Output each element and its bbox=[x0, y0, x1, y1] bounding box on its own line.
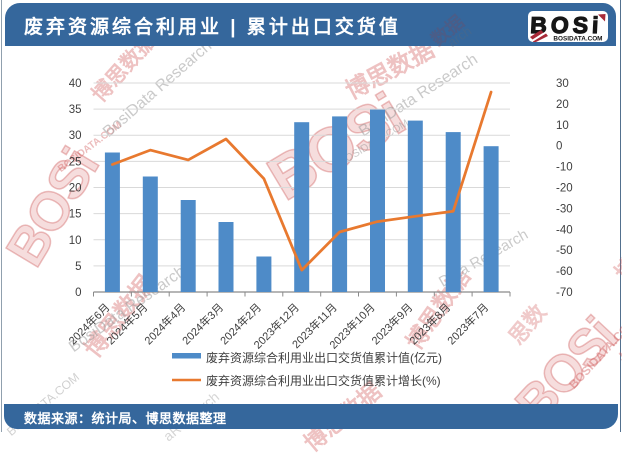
svg-text:-40: -40 bbox=[556, 224, 573, 236]
svg-text:30: 30 bbox=[556, 78, 569, 90]
svg-text:-10: -10 bbox=[556, 162, 573, 174]
svg-text:15: 15 bbox=[69, 209, 82, 221]
svg-text:BOSi: BOSi bbox=[530, 12, 604, 38]
svg-text:废弃资源综合利用业出口交货值累计增长(%): 废弃资源综合利用业出口交货值累计增长(%) bbox=[206, 373, 441, 388]
svg-text:5: 5 bbox=[75, 261, 81, 273]
svg-text:20: 20 bbox=[69, 183, 82, 195]
svg-text:30: 30 bbox=[69, 130, 82, 142]
svg-text:0: 0 bbox=[556, 141, 562, 153]
svg-text:35: 35 bbox=[69, 104, 82, 116]
svg-text:10: 10 bbox=[556, 120, 569, 132]
svg-text:0: 0 bbox=[75, 287, 81, 299]
svg-text:BOSIDATA.COM: BOSIDATA.COM bbox=[553, 36, 602, 43]
svg-text:-50: -50 bbox=[556, 245, 573, 257]
svg-text:-70: -70 bbox=[556, 287, 573, 299]
svg-text:2023年7月: 2023年7月 bbox=[444, 300, 491, 347]
svg-text:废弃资源综合利用业出口交货值累计值(亿元): 废弃资源综合利用业出口交货值累计值(亿元) bbox=[206, 350, 442, 365]
svg-text:-20: -20 bbox=[556, 183, 573, 195]
svg-text:-30: -30 bbox=[556, 203, 573, 215]
svg-text:10: 10 bbox=[69, 235, 82, 247]
svg-text:-60: -60 bbox=[556, 266, 573, 278]
svg-text:40: 40 bbox=[69, 78, 82, 90]
svg-text:20: 20 bbox=[556, 99, 569, 111]
svg-text:25: 25 bbox=[69, 156, 82, 168]
